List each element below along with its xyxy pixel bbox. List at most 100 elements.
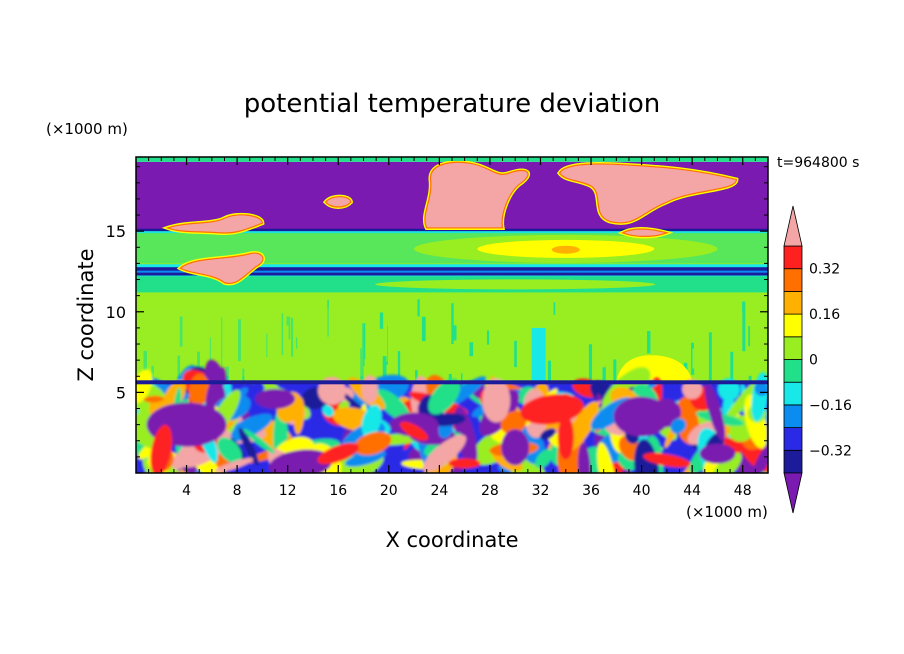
streak (613, 359, 617, 385)
streak (469, 342, 474, 357)
x-axis-ticks: 4 8 12 16 20 24 28 32 36 40 44 48 (148, 157, 756, 499)
streak (196, 351, 201, 381)
streak (297, 313, 301, 334)
layer-edge (136, 228, 768, 232)
streak (647, 331, 651, 354)
streak (387, 309, 390, 327)
streak (327, 299, 329, 337)
y-tick-label: 15 (106, 222, 126, 241)
streak (714, 339, 718, 390)
warm-anomaly (179, 252, 264, 284)
streak (219, 312, 222, 364)
colorbar-swatch (783, 427, 803, 451)
colorbar-tick-label: −0.16 (809, 398, 852, 414)
streak (514, 340, 517, 368)
streak (297, 343, 300, 377)
y-tick-label: 10 (106, 303, 126, 322)
eddy (704, 382, 726, 441)
x-tick-label: 24 (430, 483, 448, 499)
warm-anomaly (165, 214, 264, 234)
streak (444, 339, 447, 348)
streak (381, 303, 386, 345)
streak (446, 331, 448, 345)
streak (333, 356, 337, 391)
cool-column (531, 327, 546, 383)
warm-streak (557, 415, 574, 460)
colorbar: 0.32 0.16 0 −0.16 −0.32 (783, 205, 852, 514)
warm-plume (361, 375, 378, 404)
streak (588, 344, 593, 395)
warm-anomaly (324, 196, 352, 208)
eddy (710, 452, 742, 473)
streak (281, 313, 284, 355)
eddy (429, 413, 466, 427)
eddy (375, 389, 410, 422)
streak (146, 347, 149, 384)
eddy (540, 428, 556, 440)
streak (290, 318, 294, 357)
streak (452, 325, 457, 341)
warm-plume (482, 378, 511, 423)
eddy (214, 457, 254, 473)
eddy (500, 411, 527, 435)
colorbar-under-arrow (783, 472, 803, 514)
streak (553, 302, 556, 315)
streak (755, 339, 759, 390)
eddy (255, 388, 296, 409)
streak (209, 337, 211, 366)
y-axis-ticks: 5 10 15 (106, 166, 768, 458)
colorbar-swatch (783, 359, 803, 383)
eddy (699, 443, 736, 464)
streak (284, 325, 289, 377)
streak (284, 309, 286, 326)
warm-streak (317, 443, 360, 465)
streak (179, 316, 183, 347)
streak (507, 348, 510, 388)
x-tick-label: 12 (279, 483, 297, 499)
streak (318, 313, 320, 354)
x-tick-label: 8 (233, 483, 242, 499)
eddy (268, 449, 333, 473)
streak (155, 332, 159, 382)
colorbar-swatch (783, 336, 803, 360)
layer-shade (375, 279, 656, 290)
streak (334, 326, 338, 338)
eddy (293, 397, 305, 435)
x-tick-label: 40 (633, 483, 651, 499)
x-tick-label: 20 (380, 483, 398, 499)
streak (376, 364, 379, 390)
eddy (423, 434, 467, 472)
streak (362, 323, 366, 360)
warm-anomaly (621, 228, 669, 238)
streak (177, 355, 181, 388)
warm-lens (551, 245, 580, 254)
streak (755, 323, 759, 339)
streak (730, 351, 734, 403)
x-axis-label: X coordinate (385, 528, 518, 552)
streak (728, 311, 730, 340)
eddy (613, 396, 670, 437)
warm-streak (448, 458, 481, 469)
warm-streak (399, 421, 429, 441)
eddy (501, 429, 530, 466)
streak (733, 350, 737, 380)
warm-anomaly (558, 163, 738, 224)
colorbar-swatch (783, 290, 803, 315)
streak (693, 322, 698, 348)
colorbar-tick-label: 0.16 (809, 307, 840, 323)
eddy (535, 449, 553, 469)
streak (382, 356, 387, 380)
eddy (322, 404, 334, 417)
layer-edge (136, 264, 768, 268)
eddy (354, 431, 392, 456)
streak (384, 315, 388, 362)
colorbar-swatch (783, 245, 803, 270)
streak (630, 296, 633, 310)
streak (190, 327, 195, 377)
eddy (238, 427, 259, 466)
streak (503, 314, 507, 370)
chart-title: potential temperature deviation (244, 89, 660, 119)
streak (315, 348, 319, 368)
y-axis-label: Z coordinate (74, 248, 98, 381)
x-tick-label: 16 (329, 483, 347, 499)
